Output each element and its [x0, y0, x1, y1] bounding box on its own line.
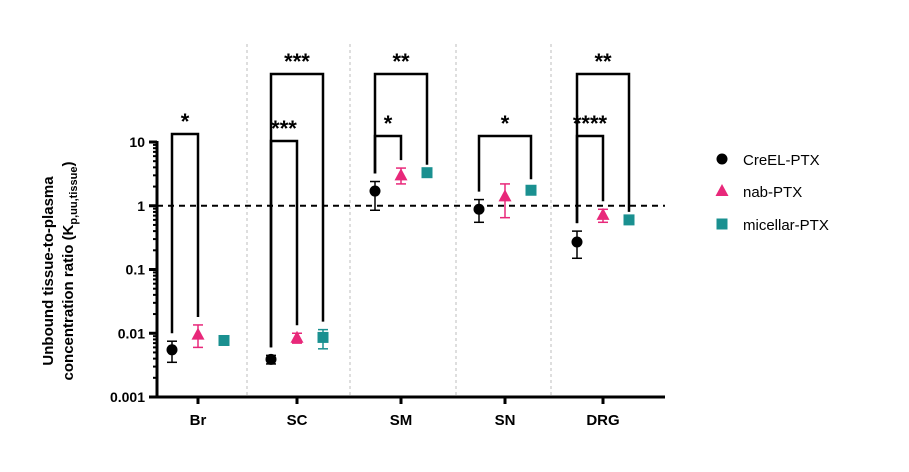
y-axis-label-line1: Unbound tissue-to-plasma	[40, 176, 57, 366]
data-points	[166, 167, 635, 365]
point-micellar-PTX-SC	[317, 328, 329, 350]
point-micellar-PTX-Br	[218, 334, 230, 346]
significance-Br-nab-PTX: *	[170, 109, 200, 334]
group-separators	[246, 44, 552, 395]
y-tick-label-0: 10	[129, 134, 145, 150]
x-ticks: Br SC SM SN DRG	[190, 397, 620, 429]
bracket	[269, 139, 299, 348]
marker	[218, 334, 230, 346]
y-tick-label-3: 0.01	[118, 325, 145, 341]
significance-label: *	[181, 109, 190, 134]
marker	[369, 185, 381, 197]
y-tick-label-1: 1	[137, 198, 145, 214]
bracket	[575, 72, 631, 224]
significance-label: **	[392, 49, 410, 74]
significance-SC-micellar-PTX: ***	[269, 49, 325, 348]
marker	[421, 167, 433, 179]
x-tick-label-SC: SC	[287, 412, 308, 429]
legend-label: micellar-PTX	[743, 217, 829, 234]
bracket	[477, 134, 533, 192]
legend-item-nab-PTX: nab-PTX	[715, 184, 802, 201]
significance-SM-nab-PTX: *	[373, 111, 403, 174]
y-ticks: 10 1 0.1 0.01 0.001	[110, 134, 157, 405]
significance-label: ***	[284, 49, 310, 74]
point-CreEL-PTX-SC	[265, 353, 277, 365]
point-nab-PTX-Br	[191, 324, 205, 349]
x-tick-label-SN: SN	[495, 412, 516, 429]
y-axis-label-line2: concentration ratio (Kp,uu,tissue)	[60, 162, 80, 381]
legend: CreEL-PTX nab-PTX micellar-PTX	[715, 152, 829, 234]
marker	[394, 168, 408, 181]
significance-label: ****	[573, 111, 608, 136]
legend-marker	[716, 218, 728, 230]
point-nab-PTX-SN	[498, 183, 512, 219]
legend-marker	[716, 153, 728, 165]
marker	[166, 344, 178, 356]
marker	[498, 189, 512, 202]
marker	[191, 327, 205, 340]
legend-marker	[715, 184, 729, 196]
significance-label: *	[384, 111, 393, 136]
legend-label: nab-PTX	[743, 184, 802, 201]
bracket	[170, 132, 200, 334]
point-nab-PTX-SC	[290, 330, 304, 344]
marker	[317, 331, 329, 343]
y-axis-label-close: )	[60, 162, 77, 167]
point-CreEL-PTX-Br	[166, 340, 178, 364]
y-tick-label-4: 0.001	[110, 389, 145, 405]
y-tick-label-2: 0.1	[126, 262, 146, 278]
marker	[571, 236, 583, 248]
axes	[155, 141, 665, 399]
point-CreEL-PTX-SN	[473, 198, 485, 224]
point-micellar-PTX-SN	[525, 184, 537, 196]
significance-label: ***	[271, 116, 297, 141]
marker	[623, 214, 635, 226]
x-tick-label-Br: Br	[190, 412, 207, 429]
marker	[525, 184, 537, 196]
point-micellar-PTX-DRG	[623, 214, 635, 226]
bracket	[575, 134, 605, 224]
marker	[473, 203, 485, 215]
significance-label: **	[594, 49, 612, 74]
legend-label: CreEL-PTX	[743, 152, 820, 169]
point-CreEL-PTX-DRG	[571, 230, 583, 260]
significance-SN-micellar-PTX: *	[477, 111, 533, 192]
marker	[265, 353, 277, 365]
y-axis-label-subscript: p,uu,tissue	[68, 167, 80, 225]
y-axis-label: Unbound tissue-to-plasma concentration r…	[40, 162, 80, 381]
bracket	[269, 72, 325, 348]
point-CreEL-PTX-SM	[369, 180, 381, 211]
legend-item-micellar-PTX: micellar-PTX	[716, 217, 829, 234]
marker	[596, 207, 610, 220]
point-nab-PTX-SM	[394, 167, 408, 185]
significance-DRG-micellar-PTX: **	[575, 49, 631, 224]
significance-brackets: * ********** ******	[170, 49, 631, 348]
x-tick-label-SM: SM	[390, 412, 413, 429]
marker	[290, 330, 304, 343]
significance-SC-nab-PTX: ***	[269, 116, 299, 348]
significance-label: *	[501, 111, 510, 136]
point-micellar-PTX-SM	[421, 167, 433, 179]
y-axis-label-line2-main: concentration ratio (K	[60, 224, 77, 380]
significance-SM-micellar-PTX: **	[373, 49, 429, 174]
bracket	[373, 72, 429, 174]
x-tick-label-DRG: DRG	[586, 412, 619, 429]
legend-item-CreEL-PTX: CreEL-PTX	[716, 152, 820, 169]
point-nab-PTX-DRG	[596, 207, 610, 224]
